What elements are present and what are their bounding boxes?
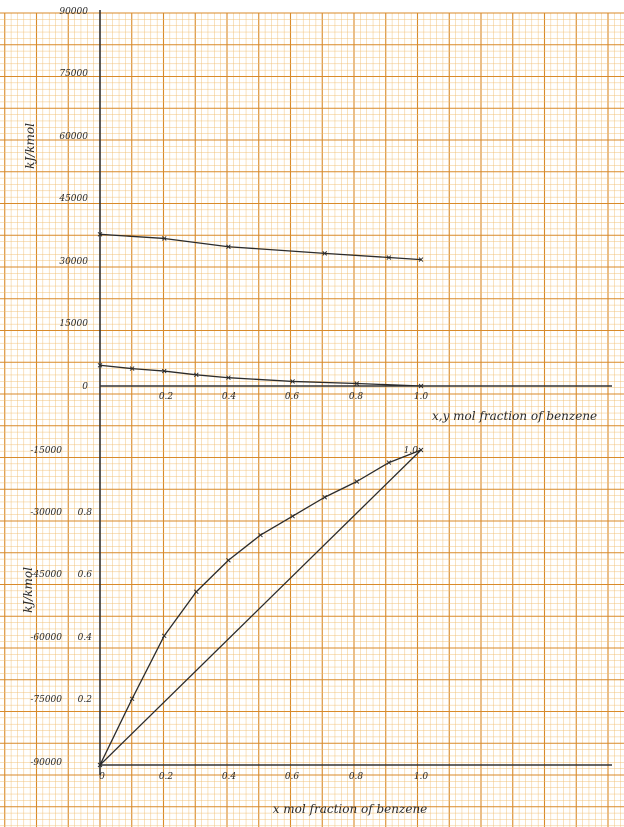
x-tick-label: 0.8: [349, 772, 364, 782]
liquid-enthalpy-point: [129, 366, 135, 371]
liquid-enthalpy-point: [161, 368, 167, 374]
y-tick-label: 0.4: [78, 633, 93, 643]
equilibrium-curve-point: [258, 532, 263, 538]
y-tick-label: 15000: [59, 319, 88, 329]
top-y-axis-title: kJ/kmol: [23, 123, 37, 169]
liquid-enthalpy-point: [418, 383, 424, 389]
equilibrium-curve-point: [226, 557, 231, 563]
energy-tick-label: -90000: [30, 758, 62, 768]
energy-tick-label: -60000: [30, 633, 62, 643]
y-tick-label: 75000: [59, 69, 88, 79]
vapor-enthalpy-point: [418, 257, 424, 262]
x-tick-label: 1.0: [414, 772, 429, 782]
x-tick-label: 0: [99, 772, 105, 782]
liquid-enthalpy-point: [290, 379, 295, 384]
equilibrium-curve-point: [354, 479, 360, 484]
y-tick-label: 0.6: [78, 570, 93, 580]
vapor-enthalpy-point: [386, 255, 392, 260]
y-tick-label: 0: [82, 382, 88, 392]
vapor-enthalpy-point: [226, 244, 231, 250]
liquid-enthalpy-point: [226, 375, 231, 381]
energy-tick-label: -30000: [30, 508, 62, 518]
equilibrium-curve-point: [386, 460, 392, 465]
x-tick-label: 0.4: [222, 392, 237, 402]
y-tick-label: 30000: [59, 257, 88, 267]
y-tick-label: 60000: [59, 132, 88, 142]
liquid-enthalpy-point: [354, 381, 360, 386]
y-tick-label: 1.0: [404, 446, 419, 456]
bottom-y-axis-title: kJ/kmol: [21, 567, 35, 613]
energy-tick-label: -15000: [30, 446, 62, 456]
equilibrium-curve-point: [193, 589, 199, 595]
liquid-enthalpy-point: [97, 362, 103, 368]
y-tick-label: 45000: [58, 194, 88, 204]
liquid-enthalpy-point: [193, 372, 199, 378]
top-x-axis-title: x,y mol fraction of benzene: [432, 409, 597, 423]
x-tick-label: 0.6: [285, 392, 300, 402]
bottom-x-axis-title: x mol fraction of benzene: [273, 802, 428, 816]
grid: [0, 12, 624, 827]
vapor-enthalpy-point: [161, 236, 167, 241]
vapor-enthalpy-point: [322, 251, 328, 256]
equilibrium-curve-point: [129, 696, 135, 702]
x-tick-label: 0.2: [159, 772, 174, 782]
y-tick-label: 90000: [59, 7, 88, 17]
series-layer: [97, 231, 424, 768]
vapor-enthalpy-point: [97, 231, 103, 237]
x-tick-label: 0.4: [222, 772, 237, 782]
equilibrium-curve-point: [161, 633, 167, 639]
y-tick-label: 0.2: [78, 695, 93, 705]
y-tick-label: 0.8: [78, 508, 93, 518]
x-tick-label: 0.6: [285, 772, 300, 782]
equilibrium-curve-point: [290, 513, 295, 519]
x-tick-label: 0.2: [159, 392, 174, 402]
diagonal-line: [99, 449, 422, 766]
equilibrium-curve-point: [322, 494, 328, 500]
liquid-enthalpy-line: [99, 364, 422, 387]
vapor-enthalpy-line: [99, 233, 422, 261]
x-tick-label: 0.8: [349, 392, 364, 402]
energy-tick-label: -75000: [30, 695, 62, 705]
x-tick-label: 1.0: [414, 392, 429, 402]
energy-tick-label: -45000: [30, 570, 62, 580]
